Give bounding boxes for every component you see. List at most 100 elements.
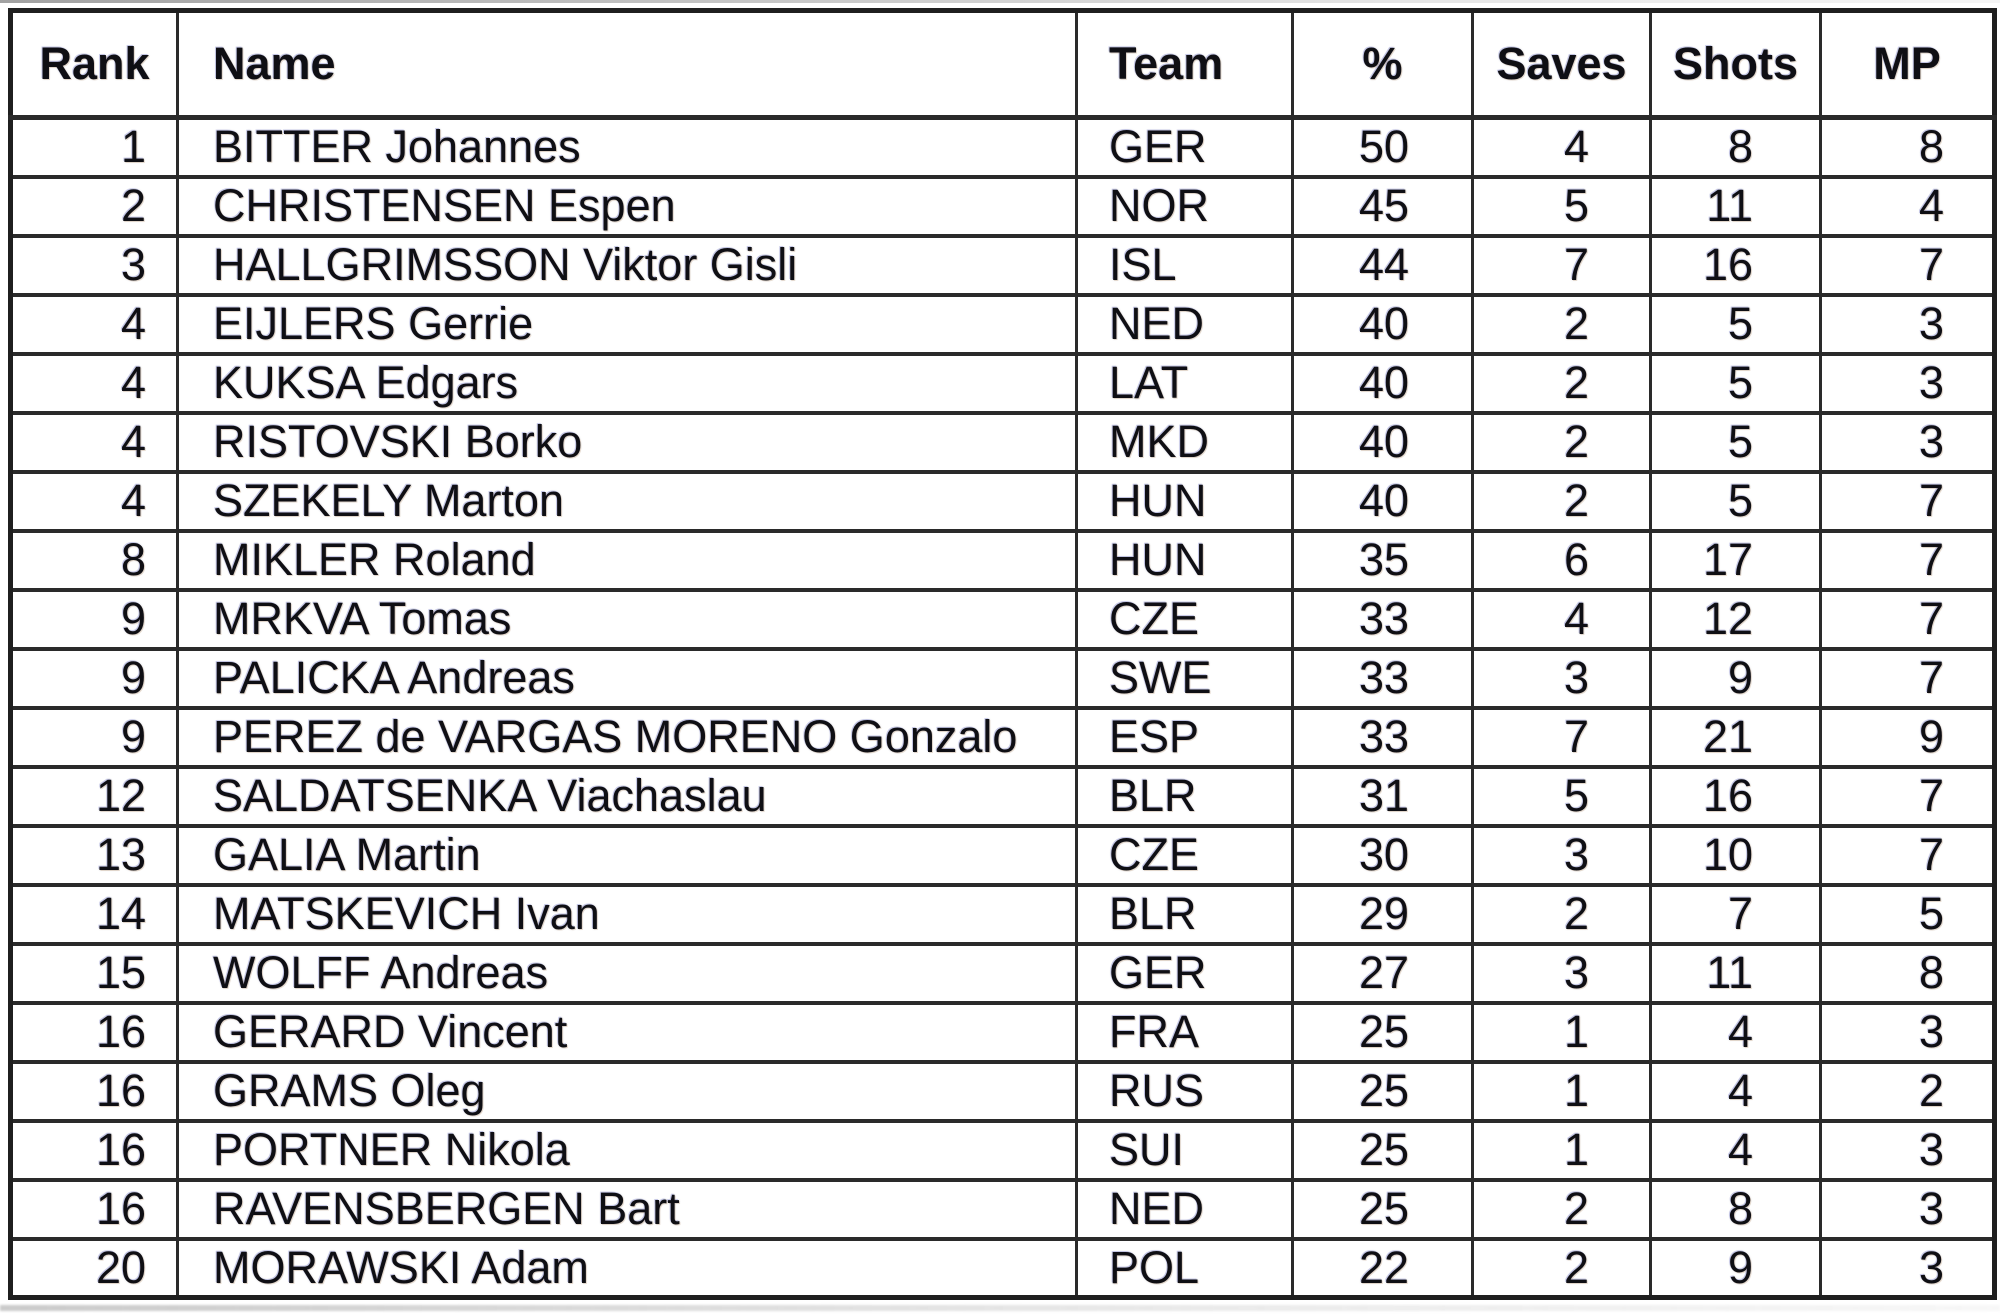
cell-matches-played: 8 [1819,941,1996,1005]
cell-name: PEREZ de VARGAS MORENO Gonzalo [176,705,1078,769]
cell-name: PORTNER Nikola [176,1118,1078,1182]
table-row: 4 EIJLERS Gerrie NED 40 2 5 3 [9,292,1996,356]
table-row: 13 GALIA Martin CZE 30 3 10 7 [9,823,1996,887]
cell-name: BITTER Johannes [176,115,1078,179]
column-header-team: Team [1075,8,1294,120]
table-row: 4 SZEKELY Marton HUN 40 2 5 7 [9,469,1996,533]
cell-rank: 9 [9,587,179,651]
scan-artifact-bottom [0,1305,2000,1311]
cell-save-percentage: 25 [1291,1059,1474,1123]
cell-rank: 4 [9,469,179,533]
cell-name: MIKLER Roland [176,528,1078,592]
cell-shots: 9 [1649,646,1822,710]
cell-save-percentage: 50 [1291,115,1474,179]
cell-matches-played: 7 [1819,646,1996,710]
cell-save-percentage: 29 [1291,882,1474,946]
cell-matches-played: 7 [1819,823,1996,887]
cell-matches-played: 3 [1819,292,1996,356]
column-header-saves: Saves [1471,8,1652,120]
cell-name: CHRISTENSEN Espen [176,174,1078,238]
cell-team: CZE [1075,823,1294,887]
cell-saves: 1 [1471,1059,1652,1123]
cell-team: MKD [1075,410,1294,474]
cell-saves: 2 [1471,1177,1652,1241]
cell-saves: 2 [1471,351,1652,415]
table-row: 2 CHRISTENSEN Espen NOR 45 5 11 4 [9,174,1996,238]
cell-shots: 5 [1649,410,1822,474]
cell-rank: 14 [9,882,179,946]
cell-name: HALLGRIMSSON Viktor Gisli [176,233,1078,297]
cell-rank: 12 [9,764,179,828]
cell-shots: 9 [1649,1236,1822,1300]
cell-saves: 1 [1471,1118,1652,1182]
cell-team: FRA [1075,1000,1294,1064]
cell-saves: 2 [1471,410,1652,474]
cell-saves: 4 [1471,115,1652,179]
cell-rank: 4 [9,292,179,356]
cell-name: MORAWSKI Adam [176,1236,1078,1300]
cell-matches-played: 7 [1819,469,1996,533]
cell-rank: 1 [9,115,179,179]
cell-name: GERARD Vincent [176,1000,1078,1064]
table-row: 3 HALLGRIMSSON Viktor Gisli ISL 44 7 16 … [9,233,1996,297]
cell-rank: 4 [9,351,179,415]
cell-matches-played: 3 [1819,1118,1996,1182]
cell-save-percentage: 30 [1291,823,1474,887]
cell-team: BLR [1075,882,1294,946]
cell-rank: 16 [9,1118,179,1182]
cell-rank: 16 [9,1000,179,1064]
cell-matches-played: 4 [1819,174,1996,238]
cell-saves: 7 [1471,233,1652,297]
table-row: 8 MIKLER Roland HUN 35 6 17 7 [9,528,1996,592]
cell-saves: 7 [1471,705,1652,769]
cell-name: SALDATSENKA Viachaslau [176,764,1078,828]
cell-matches-played: 3 [1819,1236,1996,1300]
cell-matches-played: 7 [1819,587,1996,651]
cell-saves: 2 [1471,882,1652,946]
table-row: 12 SALDATSENKA Viachaslau BLR 31 5 16 7 [9,764,1996,828]
table-row: 4 RISTOVSKI Borko MKD 40 2 5 3 [9,410,1996,474]
cell-matches-played: 3 [1819,1177,1996,1241]
scan-artifact-top [0,0,2000,3]
cell-rank: 4 [9,410,179,474]
cell-name: KUKSA Edgars [176,351,1078,415]
table-row: 4 KUKSA Edgars LAT 40 2 5 3 [9,351,1996,415]
cell-save-percentage: 40 [1291,292,1474,356]
cell-save-percentage: 44 [1291,233,1474,297]
cell-rank: 13 [9,823,179,887]
cell-name: WOLFF Andreas [176,941,1078,1005]
table-row: 1 BITTER Johannes GER 50 4 8 8 [9,115,1996,179]
cell-shots: 5 [1649,351,1822,415]
cell-shots: 21 [1649,705,1822,769]
column-header-shots: Shots [1649,8,1822,120]
column-header-save-percentage: % [1291,8,1474,120]
cell-name: GRAMS Oleg [176,1059,1078,1123]
cell-name: SZEKELY Marton [176,469,1078,533]
cell-shots: 4 [1649,1118,1822,1182]
column-header-name: Name [176,8,1078,120]
cell-name: RAVENSBERGEN Bart [176,1177,1078,1241]
table-row: 9 PALICKA Andreas SWE 33 3 9 7 [9,646,1996,710]
cell-save-percentage: 25 [1291,1118,1474,1182]
cell-team: ISL [1075,233,1294,297]
cell-team: HUN [1075,469,1294,533]
cell-team: BLR [1075,764,1294,828]
cell-save-percentage: 33 [1291,705,1474,769]
cell-shots: 5 [1649,292,1822,356]
table-row: 9 MRKVA Tomas CZE 33 4 12 7 [9,587,1996,651]
cell-saves: 5 [1471,174,1652,238]
cell-team: GER [1075,941,1294,1005]
cell-team: NED [1075,292,1294,356]
cell-save-percentage: 33 [1291,587,1474,651]
cell-saves: 4 [1471,587,1652,651]
cell-saves: 3 [1471,646,1652,710]
cell-team: NED [1075,1177,1294,1241]
cell-save-percentage: 35 [1291,528,1474,592]
cell-rank: 2 [9,174,179,238]
cell-matches-played: 3 [1819,410,1996,474]
cell-save-percentage: 25 [1291,1000,1474,1064]
cell-matches-played: 3 [1819,1000,1996,1064]
cell-matches-played: 8 [1819,115,1996,179]
table-row: 9 PEREZ de VARGAS MORENO Gonzalo ESP 33 … [9,705,1996,769]
